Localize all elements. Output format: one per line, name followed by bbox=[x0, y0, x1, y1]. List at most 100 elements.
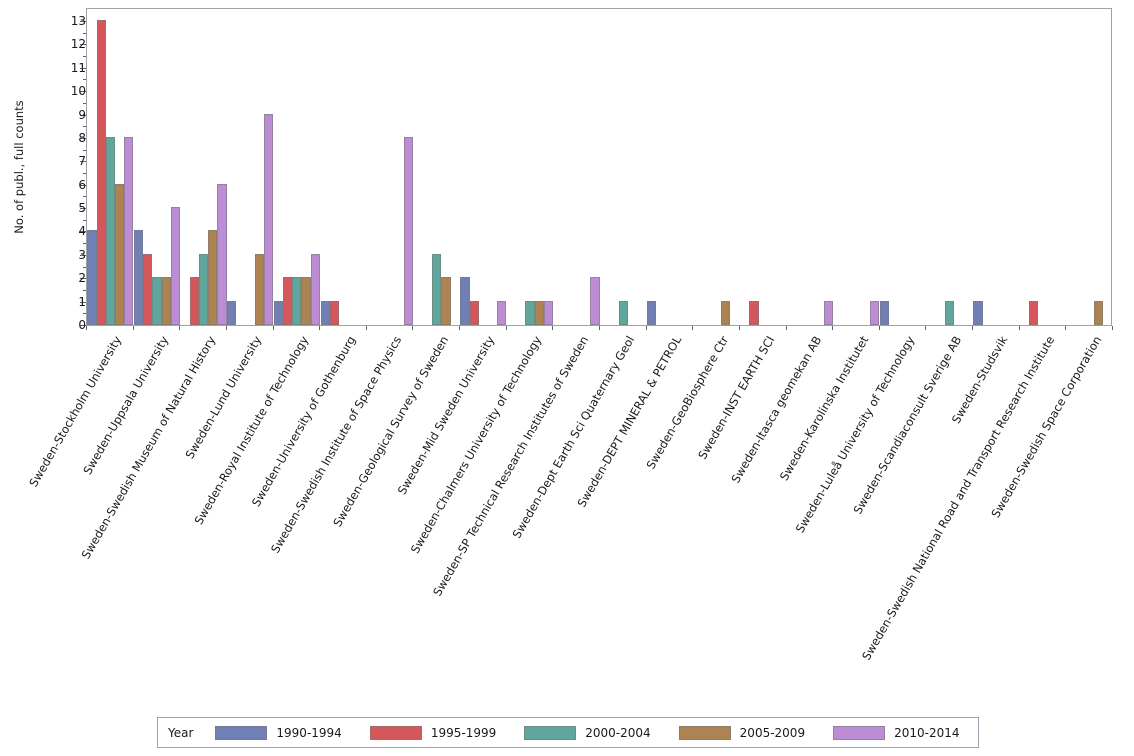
y-tick-mark bbox=[80, 67, 87, 69]
bar[interactable] bbox=[152, 277, 162, 325]
bar[interactable] bbox=[1094, 300, 1104, 325]
legend-label: 2005-2009 bbox=[739, 725, 806, 740]
bar[interactable] bbox=[1029, 300, 1039, 325]
bar[interactable] bbox=[320, 300, 330, 325]
legend-item[interactable]: 1995-1999 bbox=[369, 725, 497, 740]
bar[interactable] bbox=[945, 300, 955, 325]
x-tick-label: Sweden-SP Technical Research Institutes … bbox=[429, 333, 591, 599]
legend-item[interactable]: 2010-2014 bbox=[833, 725, 960, 740]
x-tick-label: Sweden-Chalmers University of Technology bbox=[407, 333, 545, 556]
y-tick-mark-minor bbox=[83, 126, 87, 128]
legend-label: 2010-2014 bbox=[894, 725, 960, 740]
bar[interactable] bbox=[749, 300, 759, 325]
legend-swatch bbox=[215, 725, 268, 740]
bar[interactable] bbox=[525, 300, 535, 325]
x-tick-label: Sweden-Lund University bbox=[182, 333, 265, 462]
x-tick-mark bbox=[179, 326, 181, 330]
x-tick-label: Sweden-DEPT MINERAL & PETROL bbox=[574, 333, 685, 510]
legend-item[interactable]: 2000-2004 bbox=[524, 725, 651, 740]
x-tick-mark bbox=[785, 326, 787, 330]
bar[interactable] bbox=[823, 300, 833, 325]
bar[interactable] bbox=[283, 277, 293, 325]
bar[interactable] bbox=[618, 300, 628, 325]
bar[interactable] bbox=[497, 300, 507, 325]
y-tick-mark-minor bbox=[83, 219, 87, 221]
legend-swatch bbox=[524, 725, 577, 740]
bar[interactable] bbox=[217, 183, 227, 325]
y-tick-mark bbox=[80, 44, 87, 46]
bar[interactable] bbox=[432, 253, 442, 325]
bar[interactable] bbox=[292, 277, 302, 325]
y-tick-label: 8 bbox=[78, 130, 86, 145]
y-tick-mark bbox=[80, 278, 87, 280]
bar[interactable] bbox=[189, 277, 199, 325]
bar[interactable] bbox=[227, 300, 237, 325]
bar[interactable] bbox=[87, 230, 97, 325]
legend-items: 1990-1994 1995-1999 2000-2004 2005-2009 2010… bbox=[215, 725, 987, 740]
y-tick-label: 2 bbox=[78, 271, 86, 286]
bar[interactable] bbox=[403, 136, 414, 325]
bar[interactable] bbox=[264, 113, 274, 325]
x-tick-mark bbox=[459, 326, 461, 330]
legend-item[interactable]: 1990-1994 bbox=[215, 725, 342, 740]
legend-label: 1990-1994 bbox=[276, 725, 342, 740]
bar[interactable] bbox=[114, 183, 125, 325]
x-tick-label: Sweden-Dept Earth Sci Quaternary Geol bbox=[509, 333, 638, 541]
bar[interactable] bbox=[441, 277, 451, 325]
bar[interactable] bbox=[590, 277, 600, 325]
y-tick-label: 3 bbox=[78, 247, 86, 262]
legend-swatch bbox=[369, 725, 422, 740]
x-tick-label: Sweden-GeoBiosphere Ctr bbox=[643, 333, 731, 472]
y-tick-mark bbox=[80, 114, 87, 116]
bar[interactable] bbox=[329, 300, 339, 325]
x-tick-label: Sweden-Studsvik bbox=[949, 333, 1011, 426]
y-tick-label: 12 bbox=[70, 37, 86, 52]
bar[interactable] bbox=[208, 230, 218, 325]
x-tick-label: Sweden-INST EARTH SCI bbox=[695, 333, 778, 462]
bar[interactable] bbox=[105, 136, 115, 325]
y-tick-mark-minor bbox=[83, 289, 87, 291]
legend-label: 2000-2004 bbox=[585, 725, 651, 740]
bar[interactable] bbox=[870, 300, 880, 325]
x-tick-label: Sweden-Stockholm University bbox=[26, 333, 125, 490]
bar[interactable] bbox=[534, 300, 544, 325]
bar[interactable] bbox=[124, 136, 134, 325]
legend-item[interactable]: 2005-2009 bbox=[678, 725, 806, 740]
x-tick-label: Sweden-Scandiaconsult Sverige AB bbox=[850, 333, 965, 517]
bars-layer bbox=[87, 9, 1111, 325]
bar[interactable] bbox=[301, 277, 311, 325]
bar[interactable] bbox=[254, 253, 264, 325]
bar[interactable] bbox=[170, 207, 180, 325]
y-tick-mark bbox=[80, 91, 87, 93]
bar[interactable] bbox=[543, 300, 554, 325]
x-tick-mark bbox=[1112, 326, 1113, 330]
x-tick-mark bbox=[319, 326, 321, 330]
y-tick-mark bbox=[80, 161, 87, 163]
bar[interactable] bbox=[96, 20, 106, 325]
y-tick-label: 10 bbox=[70, 84, 86, 99]
bar[interactable] bbox=[646, 300, 657, 325]
bar[interactable] bbox=[310, 253, 320, 325]
bar[interactable] bbox=[143, 253, 153, 325]
bar[interactable] bbox=[161, 277, 171, 325]
bar[interactable] bbox=[198, 253, 209, 325]
y-axis-ticks: 0 1 2 3 4 5 6 7 8 9 10 11 12 13 bbox=[54, 0, 87, 334]
y-axis-title: No. of publ., full counts bbox=[12, 100, 26, 234]
x-tick-label: Sweden-Luleå University of Technology bbox=[792, 333, 918, 536]
x-tick-label: Sweden-Geological Survey of Sweden bbox=[329, 333, 452, 530]
x-tick-mark bbox=[272, 326, 274, 330]
bar[interactable] bbox=[273, 300, 284, 325]
y-tick-mark bbox=[80, 254, 87, 256]
chart-legend: Year 1990-1994 1995-1999 2000-2004 2005-200… bbox=[157, 717, 979, 748]
bar[interactable] bbox=[469, 300, 479, 325]
bar[interactable] bbox=[880, 300, 890, 325]
bar[interactable] bbox=[721, 300, 731, 325]
x-tick-mark bbox=[1065, 326, 1067, 330]
bar[interactable] bbox=[460, 277, 470, 325]
y-tick-label: 1 bbox=[78, 294, 86, 309]
bar[interactable] bbox=[133, 230, 144, 325]
x-tick-mark bbox=[972, 326, 974, 330]
legend-label: 1995-1999 bbox=[430, 725, 497, 740]
bar[interactable] bbox=[973, 300, 983, 325]
x-tick-mark bbox=[599, 326, 600, 330]
